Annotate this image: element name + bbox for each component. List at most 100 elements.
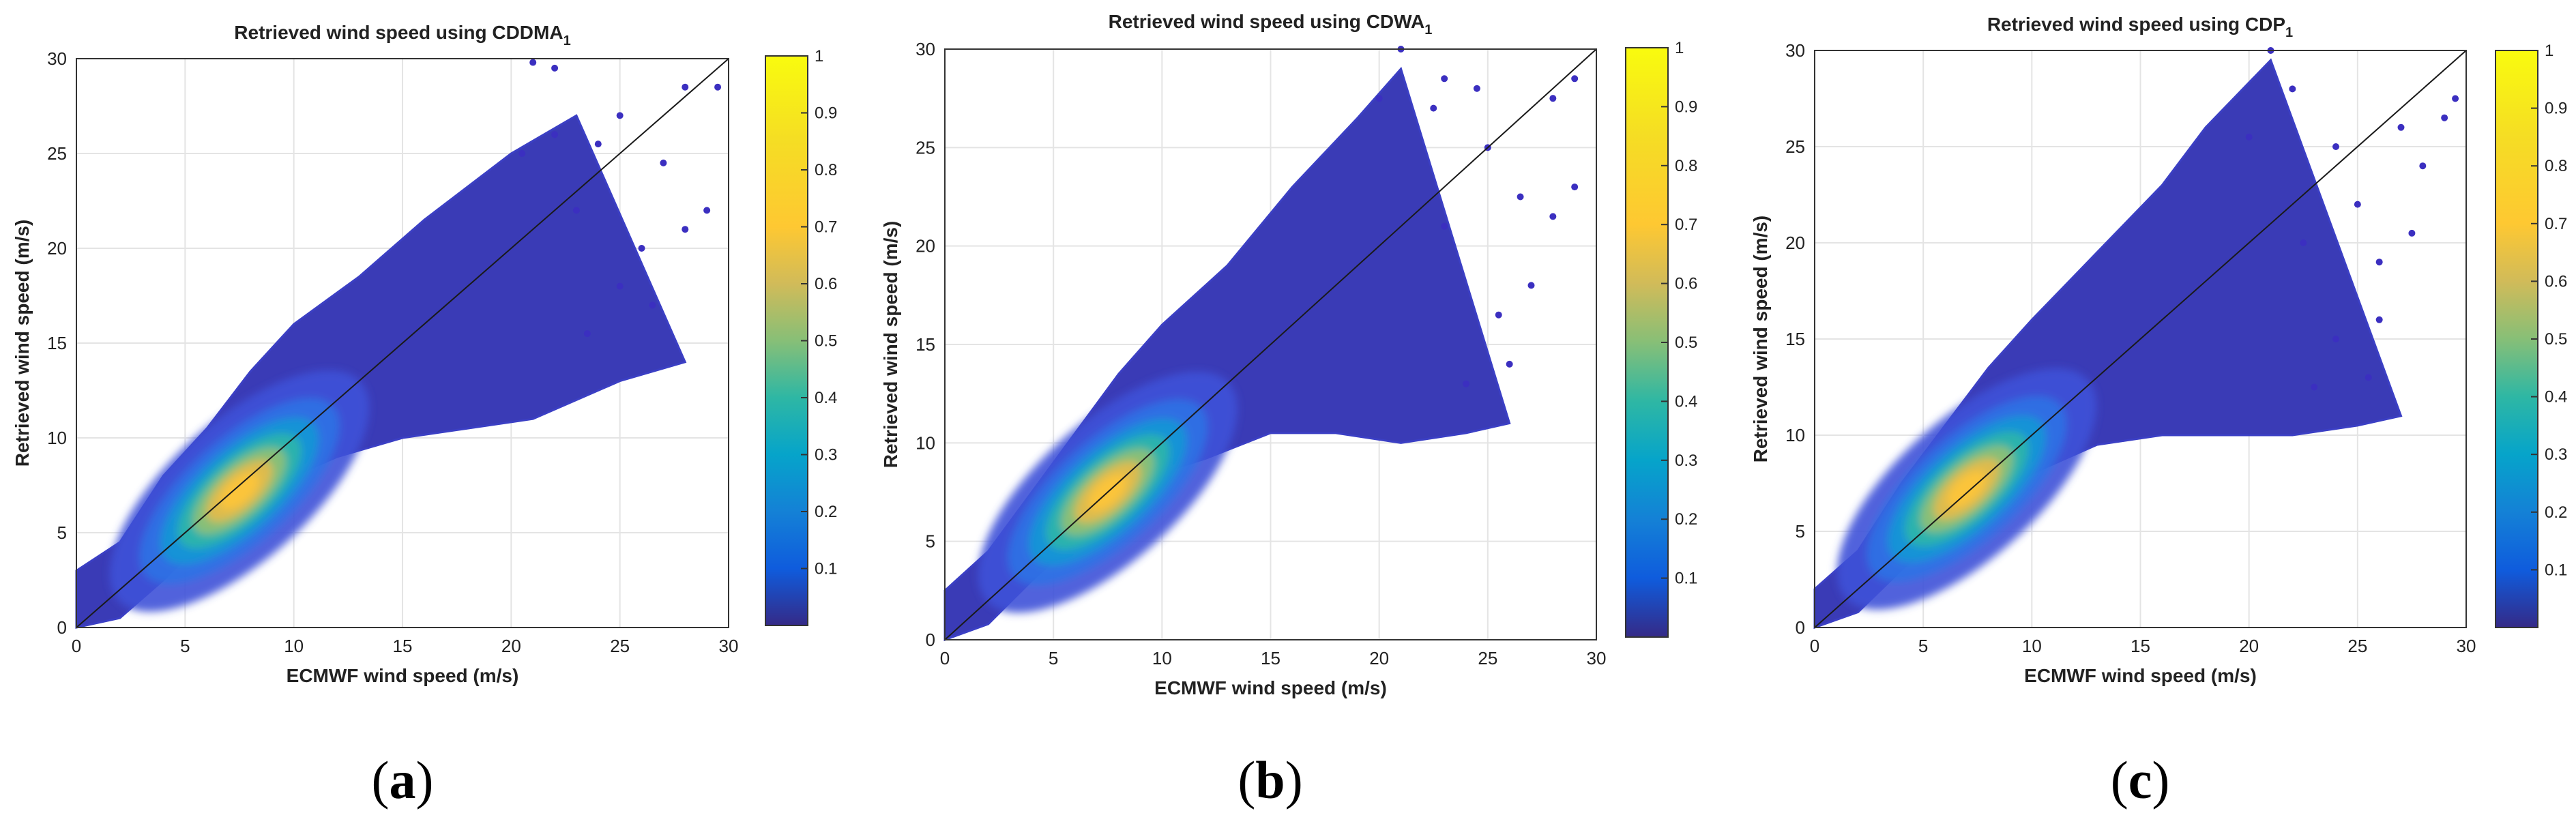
y-tick-label: 0 [1796, 617, 1805, 638]
x-tick-label: 5 [180, 636, 190, 656]
data-point [682, 83, 689, 91]
data-point [572, 207, 580, 214]
chart-title: Retrieved wind speed using CDP1 [1987, 14, 2293, 40]
outlier-points [2245, 47, 2459, 391]
data-point [2300, 239, 2307, 246]
x-tick-label: 0 [940, 648, 950, 668]
colorbar-tick-label: 0.1 [2545, 561, 2567, 579]
data-point [1527, 282, 1535, 289]
reference-line [1814, 50, 2467, 628]
x-tick-label: 10 [284, 636, 304, 656]
data-point [2452, 95, 2459, 102]
chart-title-subscript: 1 [564, 33, 571, 48]
panel-caption: (c) [2111, 750, 2170, 810]
colorbar-tick-label: 1 [815, 47, 823, 65]
colorbar-tick-label: 0.5 [1675, 334, 1697, 352]
data-point [616, 112, 624, 119]
chart-title-text: Retrieved wind speed using CDDMA [234, 22, 563, 43]
x-tick-label: 15 [2131, 636, 2150, 656]
colorbar-tick-label: 0.2 [1675, 510, 1697, 529]
data-point [1441, 75, 1448, 83]
x-tick-label: 0 [72, 636, 81, 656]
y-tick-label: 5 [926, 531, 935, 552]
y-tick-label: 10 [1785, 425, 1805, 445]
y-tick-label: 20 [916, 236, 935, 256]
x-tick-label: 25 [2347, 636, 2367, 656]
y-tick-label: 10 [47, 428, 67, 448]
chart-title-text: Retrieved wind speed using CDWA [1109, 11, 1425, 32]
chart-title-subscript: 1 [2285, 25, 2293, 40]
density-core [1836, 368, 2096, 610]
data-point [1549, 95, 1557, 102]
x-tick-label: 20 [2239, 636, 2259, 656]
y-tick-label: 20 [1785, 233, 1805, 253]
x-tick-label: 10 [2022, 636, 2042, 656]
colorbar-tick-label: 0.4 [815, 389, 837, 407]
colorbar-tick-label: 0.8 [2545, 157, 2567, 175]
chart-title-subscript: 1 [1424, 23, 1432, 38]
y-tick-label: 15 [916, 334, 935, 355]
axes-frame [76, 58, 729, 628]
x-axis-label: ECMWF wind speed (m/s) [2024, 665, 2257, 686]
data-point [649, 301, 656, 309]
data-point [660, 159, 667, 166]
data-point [2419, 162, 2427, 170]
reference-line [944, 48, 1597, 640]
data-point [1506, 360, 1513, 368]
colorbar-tick-label: 0.5 [815, 332, 837, 351]
data-point [2375, 259, 2383, 266]
panel-b: 0 5 10 15 20 25 30 0 5 10 15 20 25 30 ECMWF wind speed… [880, 11, 1697, 810]
data-point [529, 59, 537, 66]
y-tick-label: 25 [1785, 136, 1805, 157]
data-point [1473, 85, 1480, 92]
y-tick-label: 30 [47, 48, 67, 69]
caption-letter: a [390, 750, 416, 810]
colorbar [2495, 50, 2538, 628]
colorbar-tick-label: 0.9 [1675, 98, 1697, 116]
x-tick-label: 15 [393, 636, 413, 656]
data-point [703, 207, 711, 214]
caption-paren-open: ( [2111, 750, 2128, 810]
axes-frame [944, 48, 1597, 640]
y-tick-label: 25 [47, 143, 67, 164]
density-level-7 [220, 473, 259, 510]
chart-title-text: Retrieved wind speed using CDP [1987, 14, 2285, 35]
x-tick-label: 0 [1810, 636, 1819, 656]
data-point [1463, 380, 1469, 387]
caption-paren-close: ) [1285, 750, 1303, 810]
y-tick-label: 15 [47, 333, 67, 353]
colorbar-tick-label: 0.8 [1675, 157, 1697, 175]
data-point [1495, 311, 1502, 319]
caption-paren-open: ( [1238, 750, 1255, 810]
y-axis-label: Retrieved wind speed (m/s) [1750, 216, 1771, 463]
data-point [518, 150, 526, 157]
data-point [638, 245, 645, 252]
panel-a: 0 5 10 15 20 25 30 0 5 10 15 20 25 30 ECMWF wind speed… [12, 22, 837, 810]
outlier-points [1375, 46, 1579, 387]
data-point [551, 64, 559, 72]
colorbar-tick-label: 0.2 [815, 503, 837, 521]
colorbar-tick-label: 0.4 [1675, 392, 1697, 411]
colorbar-tick-label: 0.2 [2545, 503, 2567, 522]
x-tick-label: 30 [2457, 636, 2476, 656]
y-axis-label: Retrieved wind speed (m/s) [880, 221, 901, 469]
x-tick-label: 15 [1261, 648, 1280, 668]
colorbar-tick-label: 0.3 [1675, 452, 1697, 470]
colorbar-tick-label: 0.7 [815, 218, 837, 237]
y-tick-label: 0 [57, 617, 67, 638]
density-core [109, 370, 370, 612]
y-tick-label: 0 [926, 630, 935, 650]
colorbar-tick-label: 0.9 [2545, 100, 2567, 118]
data-point [2332, 143, 2339, 150]
y-tick-label: 25 [916, 137, 935, 158]
colorbar-tick-label: 0.3 [2545, 445, 2567, 464]
data-point [1571, 183, 1579, 191]
data-point [1571, 75, 1579, 83]
colorbar-tick-label: 0.6 [815, 275, 837, 293]
data-point [1441, 222, 1448, 230]
y-tick-label: 30 [1785, 40, 1805, 61]
density-level-7 [1947, 471, 1987, 507]
data-point [2289, 85, 2296, 93]
